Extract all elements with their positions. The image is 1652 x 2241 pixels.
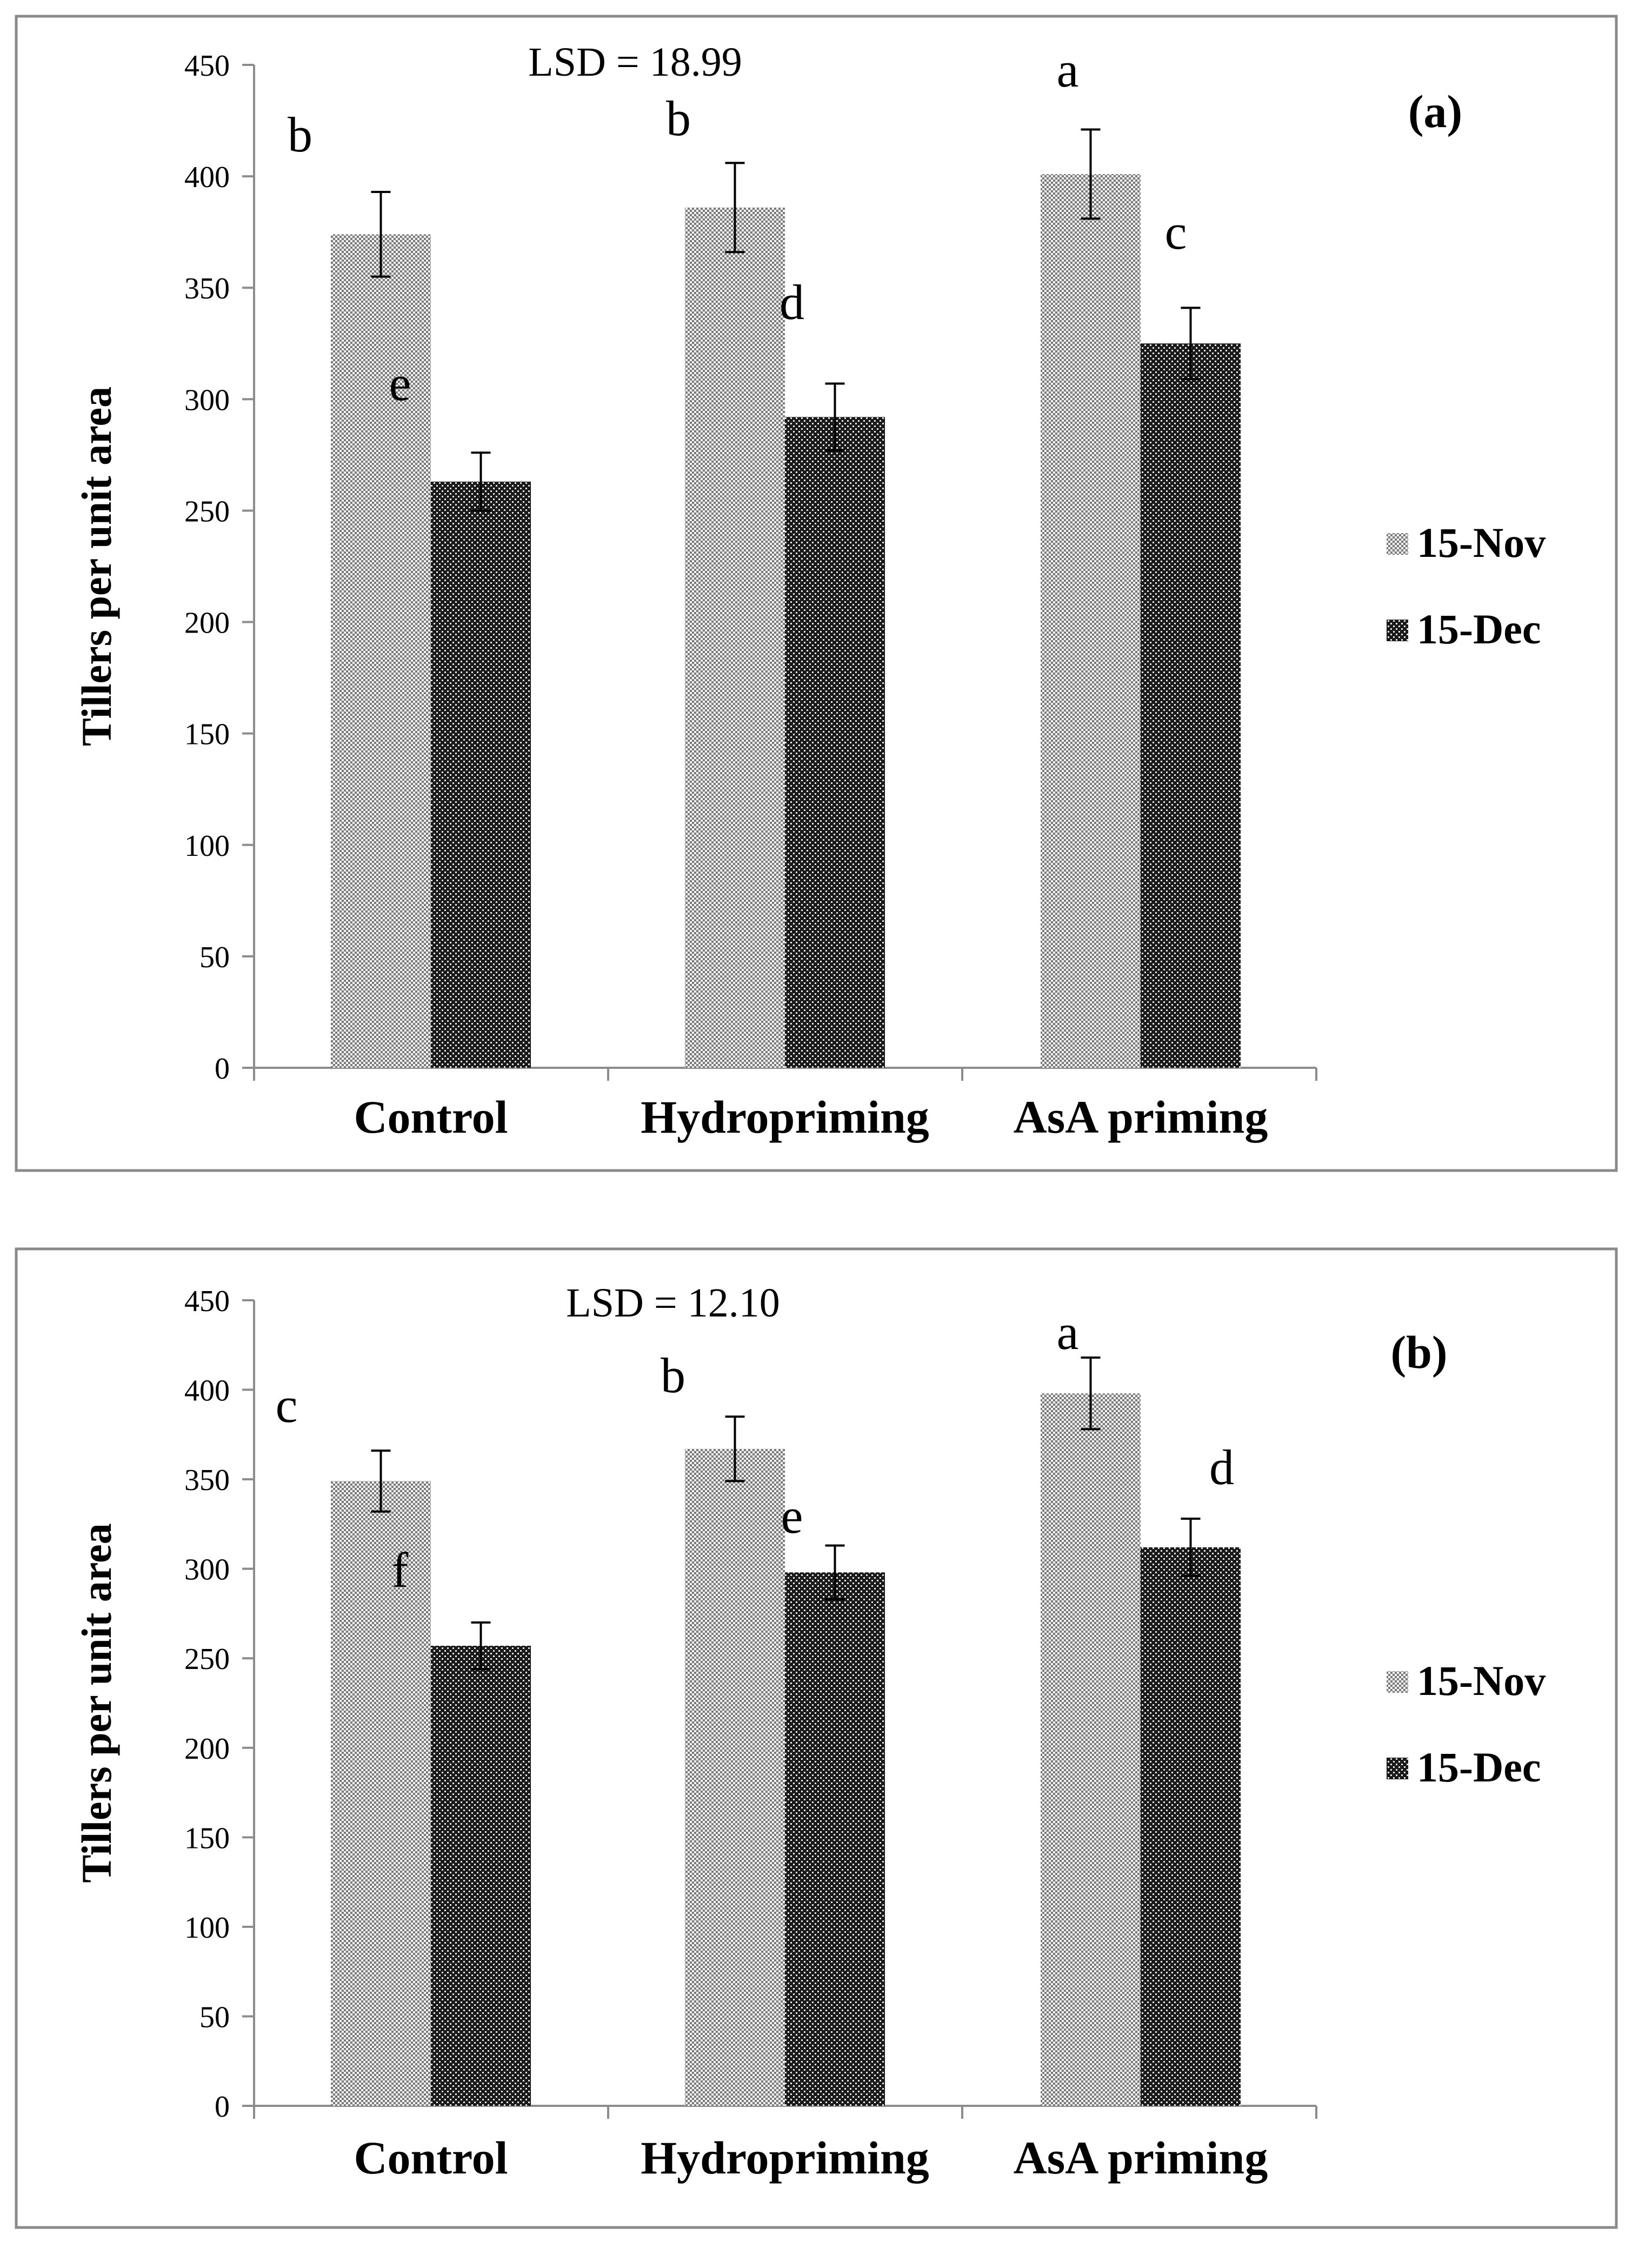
y-tick-label: 400 [184,1374,230,1408]
y-tick-label: 400 [184,161,230,194]
bar-15-dec-asa-priming [1141,1547,1241,2106]
chart-panel-a: 0 50 100 150 200 250 300 350 400 450 Tillers per u… [15,15,1618,1172]
bar-15-dec-asa-priming [1141,343,1241,1068]
y-tick-label: 50 [199,2000,230,2034]
significance-letter: c [1165,204,1187,260]
significance-letter: d [1209,1440,1234,1495]
significance-letter: b [661,1348,685,1403]
category-label: AsA priming [1014,2132,1268,2184]
y-tick-label: 450 [184,49,230,83]
y-tick-label: 250 [184,1642,230,1676]
y-tick-label: 150 [184,1821,230,1855]
significance-letter: a [1057,1305,1079,1360]
y-tick-label: 200 [184,607,230,640]
legend-swatch-15-dec [1387,1758,1408,1779]
y-tick-label: 0 [215,1052,230,1086]
y-tick-label: 250 [184,495,230,528]
significance-letter: f [392,1542,409,1598]
significance-letter: e [781,1488,803,1544]
y-tick-label: 350 [184,1464,230,1497]
category-label: Control [354,2132,508,2184]
panel-label: (a) [1408,85,1462,137]
bar-15-nov-asa-priming [1041,1393,1141,2106]
bar-15-nov-control [331,1481,431,2106]
category-label: Hydropriming [641,2132,929,2184]
category-label: AsA priming [1014,1091,1268,1143]
y-axis-label: Tillers per unit area [73,1523,120,1883]
bar-15-dec-control [431,1646,531,2106]
bar-15-nov-asa-priming [1041,174,1141,1068]
legend-label-15-dec: 15-Dec [1417,606,1541,653]
y-tick-label: 0 [215,2090,230,2124]
lsd-annotation: LSD = 12.10 [566,1280,780,1326]
y-tick-label: 300 [184,383,230,417]
bar-15-dec-hydropriming [785,1572,885,2106]
y-tick-label: 450 [184,1285,230,1318]
bar-15-nov-hydropriming [685,1448,785,2106]
y-tick-label: 150 [184,718,230,752]
chart-panel-b: 0 50 100 150 200 250 300 350 400 450 Tillers per u… [15,1247,1618,2229]
y-tick-label: 300 [184,1553,230,1587]
bar-15-nov-control [331,234,431,1068]
panel-label: (b) [1390,1326,1447,1378]
legend-swatch-15-dec [1387,620,1408,641]
significance-letter: d [780,275,804,330]
legend-swatch-15-nov [1387,1671,1408,1693]
legend-swatch-15-nov [1387,533,1408,555]
y-tick-label: 100 [184,829,230,863]
significance-letter: c [276,1378,298,1433]
y-tick-label: 350 [184,272,230,305]
legend-label-15-nov: 15-Nov [1417,519,1546,566]
y-tick-label: 50 [199,941,230,974]
category-label: Control [354,1091,508,1143]
significance-letter: b [666,91,691,146]
category-label: Hydropriming [641,1091,929,1143]
chart-frame [15,15,1618,1172]
bar-15-nov-hydropriming [685,207,785,1068]
significance-letter: e [389,356,411,411]
y-tick-label: 100 [184,1911,230,1945]
chart-frame [15,1247,1618,2229]
bar-15-dec-control [431,481,531,1068]
significance-letter: b [288,107,312,162]
legend-label-15-dec: 15-Dec [1417,1744,1541,1791]
legend-label-15-nov: 15-Nov [1417,1657,1546,1704]
y-tick-label: 200 [184,1732,230,1766]
y-axis-label: Tillers per unit area [73,387,120,746]
bar-15-dec-hydropriming [785,417,885,1068]
significance-letter: a [1057,42,1079,97]
lsd-annotation: LSD = 18.99 [528,39,742,85]
